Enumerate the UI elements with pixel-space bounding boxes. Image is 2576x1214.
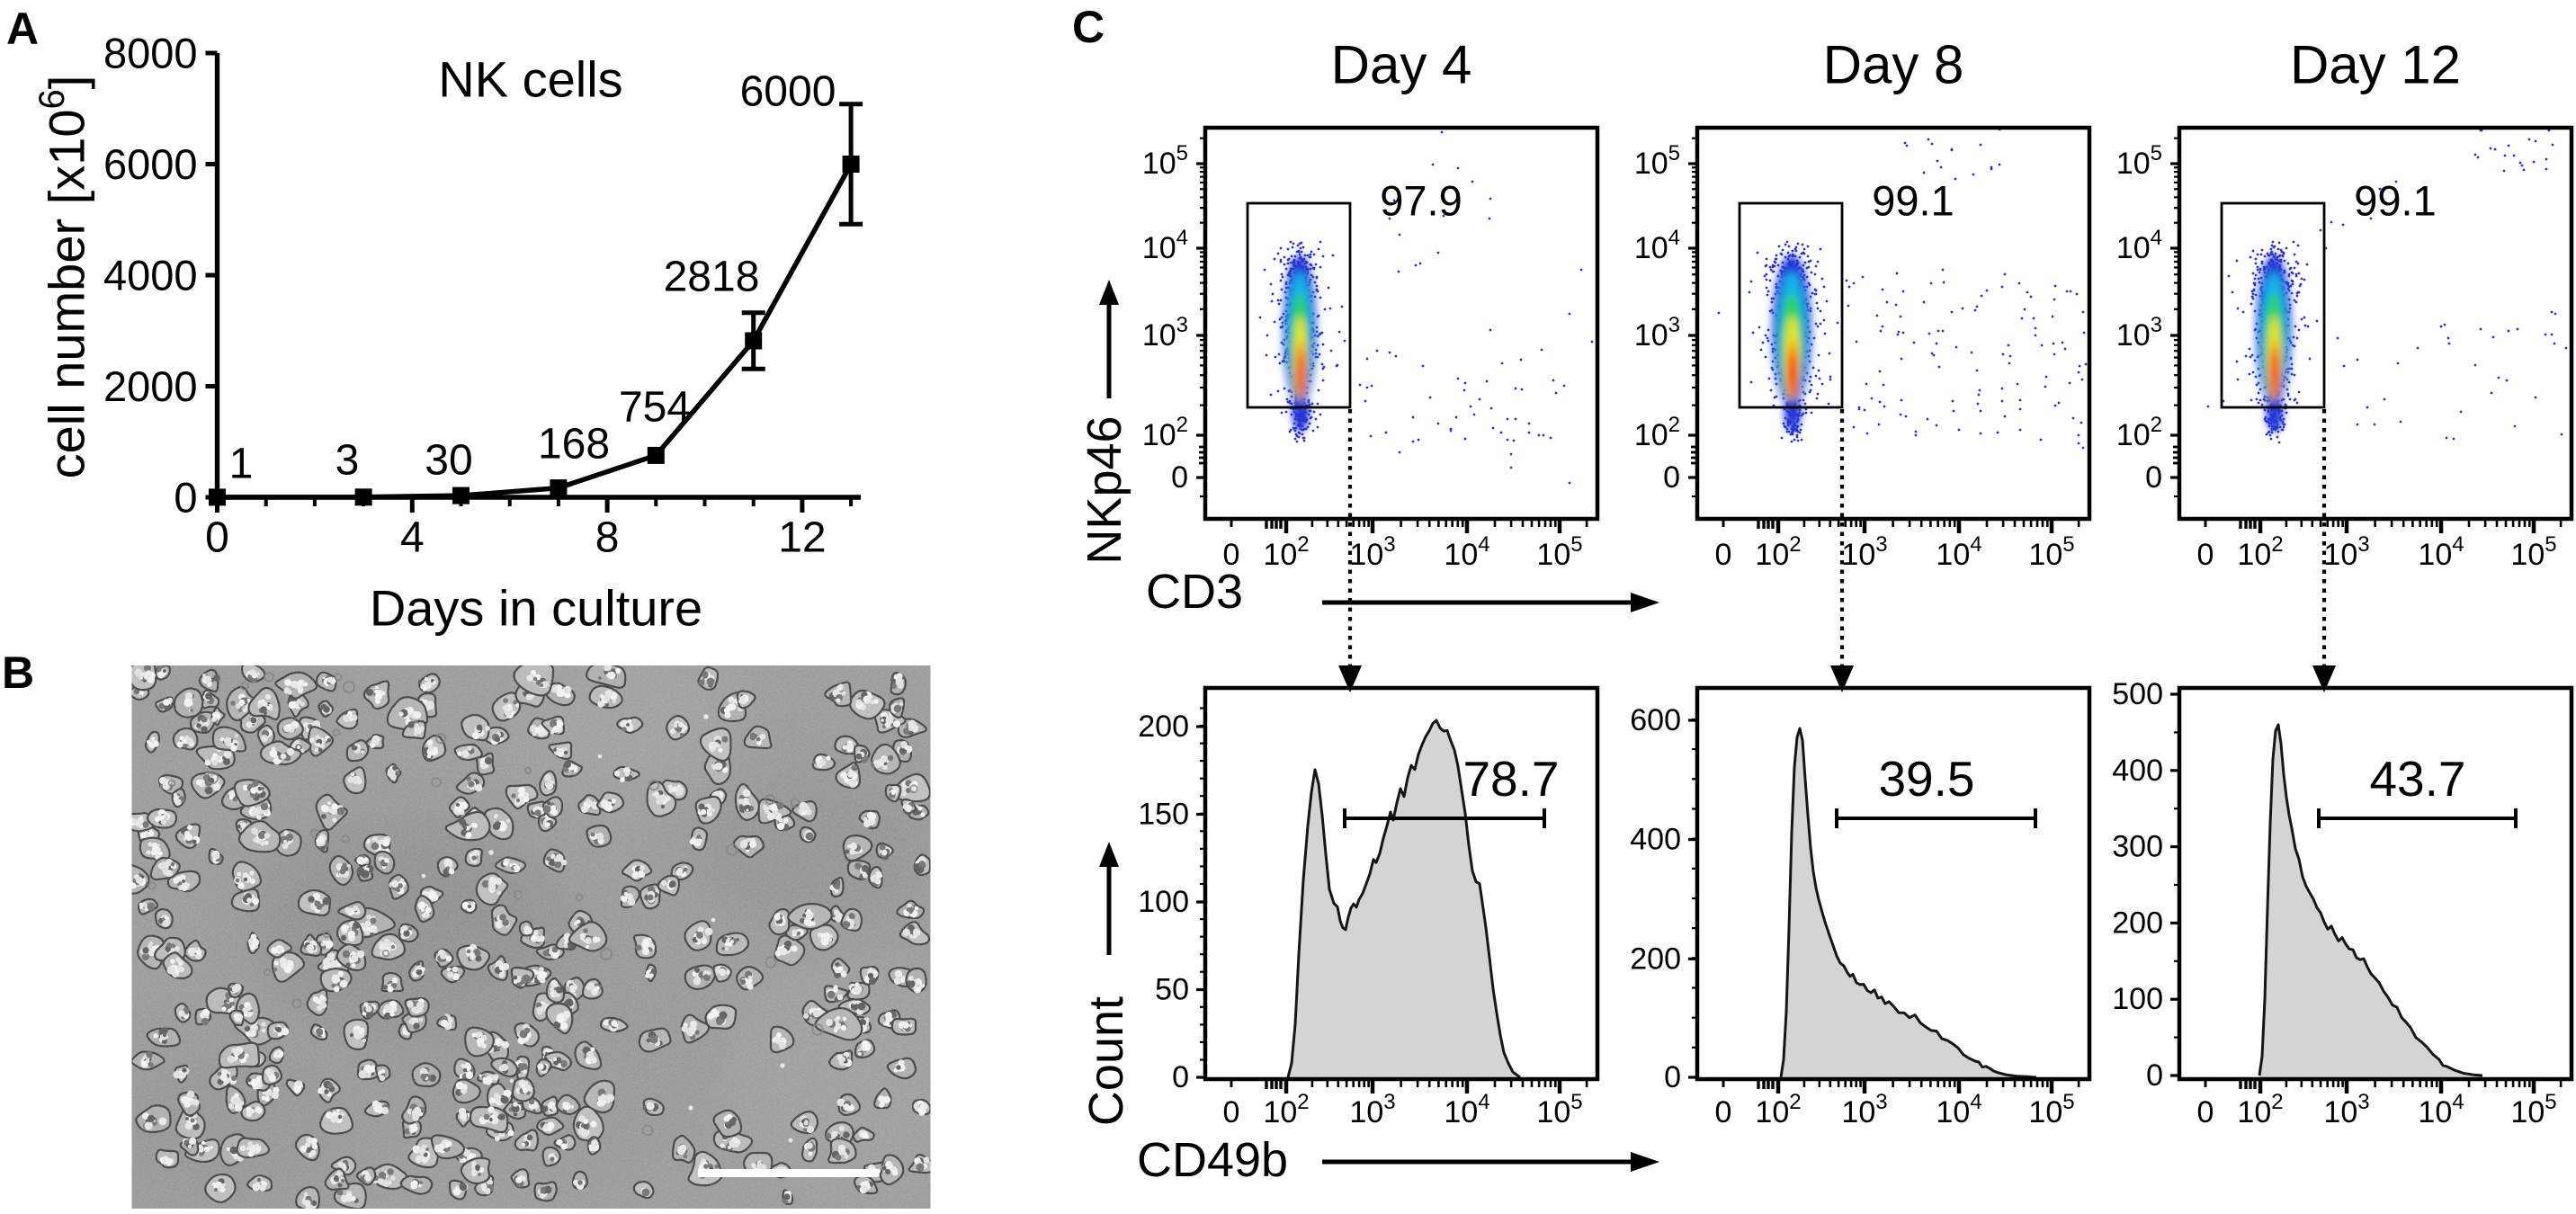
svg-text:39.5: 39.5: [1878, 751, 1974, 807]
svg-text:100: 100: [2112, 982, 2163, 1016]
svg-text:78.7: 78.7: [1462, 751, 1559, 807]
svg-text:0: 0: [1715, 538, 1732, 572]
svg-text:97.9: 97.9: [1380, 177, 1462, 225]
svg-text:0: 0: [2197, 1095, 2214, 1129]
svg-text:300: 300: [2112, 830, 2163, 864]
svg-text:0: 0: [1663, 460, 1680, 495]
svg-text:Day 4: Day 4: [1331, 35, 1472, 95]
svg-text:500: 500: [2112, 677, 2163, 711]
svg-text:Count: Count: [1079, 996, 1133, 1126]
svg-text:4: 4: [400, 514, 425, 562]
svg-text:600: 600: [1630, 703, 1681, 737]
svg-text:1: 1: [229, 441, 254, 488]
svg-text:0: 0: [2145, 460, 2162, 495]
svg-text:103: 103: [2323, 1090, 2369, 1130]
svg-text:50: 50: [1155, 973, 1189, 1007]
svg-text:0: 0: [1223, 538, 1240, 572]
svg-text:99.1: 99.1: [1872, 177, 1954, 225]
svg-text:B: B: [2, 647, 34, 698]
svg-text:0: 0: [205, 514, 229, 562]
svg-text:200: 200: [2112, 906, 2163, 940]
svg-text:103: 103: [2116, 313, 2162, 353]
svg-text:8000: 8000: [103, 30, 198, 77]
svg-text:2000: 2000: [103, 362, 198, 410]
svg-text:103: 103: [1349, 1090, 1395, 1130]
svg-text:0: 0: [1664, 1060, 1681, 1094]
svg-text:4000: 4000: [103, 252, 198, 299]
svg-text:200: 200: [1630, 942, 1681, 976]
svg-text:A: A: [6, 4, 39, 54]
svg-text:Day 8: Day 8: [1823, 35, 1964, 95]
svg-text:105: 105: [1536, 1090, 1582, 1130]
svg-text:2818: 2818: [664, 254, 760, 301]
svg-text:3: 3: [335, 437, 360, 485]
svg-text:0: 0: [2146, 1058, 2163, 1093]
svg-text:6000: 6000: [103, 140, 198, 188]
svg-text:150: 150: [1138, 798, 1189, 832]
svg-text:CD3: CD3: [1146, 565, 1243, 619]
svg-text:30: 30: [425, 437, 472, 485]
svg-text:0: 0: [2197, 538, 2214, 572]
svg-text:NK cells: NK cells: [438, 51, 622, 108]
svg-text:400: 400: [2112, 754, 2163, 788]
svg-text:754: 754: [619, 384, 691, 432]
svg-text:cell number [x106]: cell number [x106]: [32, 76, 95, 479]
svg-text:Days in culture: Days in culture: [370, 580, 702, 637]
svg-text:0: 0: [1172, 1060, 1189, 1094]
svg-text:0: 0: [174, 474, 197, 522]
svg-text:168: 168: [538, 421, 610, 469]
svg-text:Day 12: Day 12: [2290, 35, 2461, 95]
svg-text:C: C: [1072, 2, 1105, 52]
svg-text:200: 200: [1138, 710, 1189, 744]
svg-text:0: 0: [1715, 1095, 1732, 1129]
svg-text:12: 12: [778, 514, 826, 562]
svg-text:100: 100: [1138, 885, 1189, 919]
svg-text:400: 400: [1630, 823, 1681, 857]
svg-text:0: 0: [1171, 460, 1188, 495]
svg-text:0: 0: [1223, 1095, 1240, 1129]
svg-text:8: 8: [595, 514, 620, 562]
svg-text:6000: 6000: [740, 68, 836, 116]
svg-text:CD49b: CD49b: [1137, 1133, 1288, 1187]
svg-text:104: 104: [1444, 1090, 1489, 1130]
svg-text:NKp46: NKp46: [1078, 415, 1131, 564]
svg-text:99.1: 99.1: [2354, 177, 2436, 225]
svg-text:43.7: 43.7: [2369, 751, 2465, 807]
